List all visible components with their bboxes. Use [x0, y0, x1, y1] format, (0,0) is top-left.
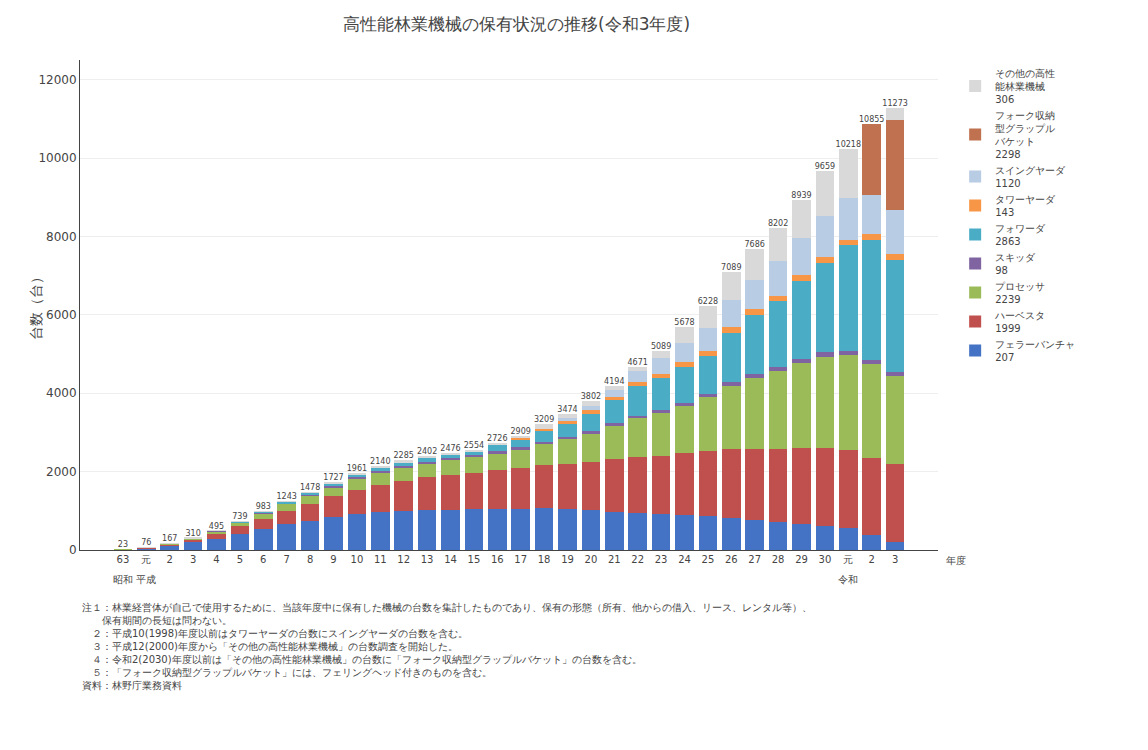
svg-text:2402: 2402 — [417, 447, 437, 456]
svg-text:6228: 6228 — [698, 297, 718, 306]
svg-text:14: 14 — [444, 554, 457, 565]
svg-text:983: 983 — [256, 502, 271, 511]
svg-text:22: 22 — [631, 554, 644, 565]
svg-text:10000: 10000 — [38, 151, 76, 165]
svg-text:ハーベスタ1999: ハーベスタ1999 — [994, 310, 1045, 334]
svg-text:28: 28 — [772, 554, 785, 565]
svg-text:元: 元 — [141, 554, 151, 565]
svg-text:7686: 7686 — [745, 240, 765, 249]
svg-text:2726: 2726 — [487, 434, 507, 443]
svg-text:21: 21 — [608, 554, 621, 565]
svg-text:19: 19 — [561, 554, 574, 565]
svg-text:11273: 11273 — [882, 99, 907, 108]
svg-text:平成: 平成 — [136, 574, 156, 585]
svg-text:プロセッサ2239: プロセッサ2239 — [995, 281, 1045, 305]
svg-text:昭和: 昭和 — [113, 574, 133, 585]
svg-text:4: 4 — [213, 554, 219, 565]
svg-text:10218: 10218 — [836, 140, 861, 149]
svg-text:2554: 2554 — [464, 441, 484, 450]
svg-text:10855: 10855 — [859, 115, 884, 124]
svg-text:167: 167 — [162, 534, 177, 543]
svg-text:2285: 2285 — [394, 451, 414, 460]
svg-text:1727: 1727 — [323, 473, 343, 482]
svg-text:495: 495 — [209, 522, 224, 531]
svg-text:8202: 8202 — [768, 219, 788, 228]
svg-text:26: 26 — [725, 554, 738, 565]
svg-text:11: 11 — [374, 554, 387, 565]
svg-text:6000: 6000 — [46, 308, 77, 322]
svg-text:15: 15 — [468, 554, 481, 565]
svg-text:8939: 8939 — [791, 191, 811, 200]
svg-text:2000: 2000 — [46, 465, 77, 479]
svg-text:6: 6 — [260, 554, 266, 565]
svg-text:12: 12 — [397, 554, 410, 565]
svg-text:29: 29 — [795, 554, 808, 565]
svg-text:フォーク収納型グラップルバケット2298: フォーク収納型グラップルバケット2298 — [994, 110, 1055, 160]
svg-text:0: 0 — [69, 543, 77, 557]
svg-text:高性能林業機械の保有状況の推移(令和3年度): 高性能林業機械の保有状況の推移(令和3年度) — [343, 14, 690, 34]
svg-text:令和: 令和 — [838, 574, 858, 585]
svg-text:10: 10 — [351, 554, 364, 565]
svg-text:12000: 12000 — [38, 73, 76, 87]
svg-text:16: 16 — [491, 554, 504, 565]
svg-text:24: 24 — [678, 554, 691, 565]
svg-text:63: 63 — [117, 554, 130, 565]
svg-text:5678: 5678 — [674, 318, 694, 327]
svg-text:9: 9 — [330, 554, 336, 565]
svg-text:7089: 7089 — [721, 263, 741, 272]
svg-text:3: 3 — [190, 554, 196, 565]
svg-text:310: 310 — [185, 529, 200, 538]
svg-text:3209: 3209 — [534, 415, 554, 424]
svg-text:3474: 3474 — [557, 405, 577, 414]
svg-text:739: 739 — [232, 512, 247, 521]
svg-text:元: 元 — [843, 554, 853, 565]
svg-text:2: 2 — [869, 554, 875, 565]
svg-text:2140: 2140 — [370, 457, 390, 466]
svg-text:フェラーバンチャ207: フェラーバンチャ207 — [995, 339, 1075, 363]
svg-text:1478: 1478 — [300, 483, 320, 492]
svg-text:注１：林業経営体が自己で使用するために、当該年度中に保有した: 注１：林業経営体が自己で使用するために、当該年度中に保有した機械の台数を集計した… — [82, 602, 812, 691]
svg-text:フォワーダ2863: フォワーダ2863 — [995, 223, 1046, 247]
svg-text:台数（台）: 台数（台） — [28, 270, 44, 340]
svg-text:2: 2 — [167, 554, 173, 565]
svg-text:3: 3 — [892, 554, 898, 565]
svg-text:20: 20 — [585, 554, 598, 565]
svg-text:2476: 2476 — [440, 444, 460, 453]
svg-text:9659: 9659 — [815, 162, 835, 171]
svg-text:タワーヤーダ143: タワーヤーダ143 — [995, 194, 1056, 218]
svg-text:76: 76 — [141, 538, 151, 547]
svg-text:25: 25 — [702, 554, 715, 565]
svg-text:5: 5 — [237, 554, 243, 565]
svg-text:8: 8 — [307, 554, 313, 565]
svg-text:23: 23 — [118, 540, 128, 549]
svg-text:スキッダ98: スキッダ98 — [995, 252, 1036, 276]
svg-text:年度: 年度 — [946, 555, 966, 566]
svg-text:30: 30 — [819, 554, 832, 565]
svg-text:18: 18 — [538, 554, 551, 565]
svg-text:13: 13 — [421, 554, 434, 565]
svg-text:4671: 4671 — [628, 358, 648, 367]
svg-text:4194: 4194 — [604, 377, 624, 386]
svg-text:その他の高性能林業機械306: その他の高性能林業機械306 — [995, 68, 1055, 105]
svg-text:27: 27 — [748, 554, 761, 565]
svg-text:スイングヤーダ1120: スイングヤーダ1120 — [995, 165, 1066, 189]
svg-text:3802: 3802 — [581, 392, 601, 401]
svg-text:1243: 1243 — [277, 492, 297, 501]
svg-text:23: 23 — [655, 554, 668, 565]
svg-text:5089: 5089 — [651, 342, 671, 351]
svg-text:4000: 4000 — [46, 386, 77, 400]
svg-text:8000: 8000 — [46, 230, 77, 244]
svg-text:1961: 1961 — [347, 464, 367, 473]
svg-text:2909: 2909 — [511, 427, 531, 436]
svg-text:17: 17 — [514, 554, 527, 565]
svg-text:7: 7 — [284, 554, 290, 565]
